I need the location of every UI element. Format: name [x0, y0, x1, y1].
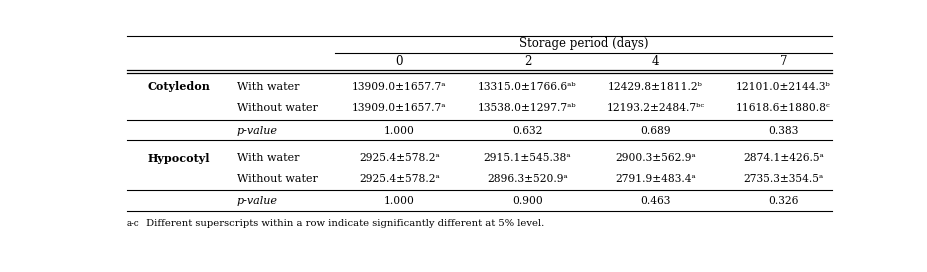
Text: 1.000: 1.000 — [384, 126, 414, 136]
Text: 11618.6±1880.8ᶜ: 11618.6±1880.8ᶜ — [735, 103, 830, 113]
Text: 13315.0±1766.6ᵃᵇ: 13315.0±1766.6ᵃᵇ — [477, 82, 576, 92]
Text: a-c: a-c — [127, 219, 139, 228]
Text: Cotyledon: Cotyledon — [147, 81, 210, 92]
Text: With water: With water — [236, 153, 299, 163]
Text: Without water: Without water — [236, 103, 317, 113]
Text: 0.632: 0.632 — [512, 126, 542, 136]
Text: 0: 0 — [395, 55, 402, 68]
Text: 2900.3±562.9ᵃ: 2900.3±562.9ᵃ — [615, 153, 695, 163]
Text: 0.689: 0.689 — [640, 126, 670, 136]
Text: p-value: p-value — [236, 126, 277, 136]
Text: 0.463: 0.463 — [640, 196, 670, 206]
Text: 0.383: 0.383 — [768, 126, 798, 136]
Text: 4: 4 — [651, 55, 658, 68]
Text: Different superscripts within a row indicate significantly different at 5% level: Different superscripts within a row indi… — [143, 219, 543, 228]
Text: 0.326: 0.326 — [768, 196, 798, 206]
Text: 1.000: 1.000 — [384, 196, 414, 206]
Text: 13538.0±1297.7ᵃᵇ: 13538.0±1297.7ᵃᵇ — [477, 103, 576, 113]
Text: 2735.3±354.5ᵃ: 2735.3±354.5ᵃ — [743, 174, 822, 184]
Text: p-value: p-value — [236, 196, 277, 206]
Text: 12101.0±2144.3ᵇ: 12101.0±2144.3ᵇ — [735, 82, 830, 92]
Text: 12429.8±1811.2ᵇ: 12429.8±1811.2ᵇ — [607, 82, 702, 92]
Text: Storage period (days): Storage period (days) — [518, 37, 648, 50]
Text: Hypocotyl: Hypocotyl — [147, 153, 210, 164]
Text: 2791.9±483.4ᵃ: 2791.9±483.4ᵃ — [615, 174, 695, 184]
Text: 2925.4±578.2ᵃ: 2925.4±578.2ᵃ — [359, 153, 439, 163]
Text: 7: 7 — [779, 55, 786, 68]
Text: 2925.4±578.2ᵃ: 2925.4±578.2ᵃ — [359, 174, 439, 184]
Text: 2915.1±545.38ᵃ: 2915.1±545.38ᵃ — [483, 153, 571, 163]
Text: 12193.2±2484.7ᵇᶜ: 12193.2±2484.7ᵇᶜ — [605, 103, 704, 113]
Text: With water: With water — [236, 82, 299, 92]
Text: 13909.0±1657.7ᵃ: 13909.0±1657.7ᵃ — [351, 82, 446, 92]
Text: Without water: Without water — [236, 174, 317, 184]
Text: 2896.3±520.9ᵃ: 2896.3±520.9ᵃ — [487, 174, 567, 184]
Text: 2874.1±426.5ᵃ: 2874.1±426.5ᵃ — [743, 153, 823, 163]
Text: 2: 2 — [523, 55, 530, 68]
Text: 0.900: 0.900 — [512, 196, 542, 206]
Text: 13909.0±1657.7ᵃ: 13909.0±1657.7ᵃ — [351, 103, 446, 113]
